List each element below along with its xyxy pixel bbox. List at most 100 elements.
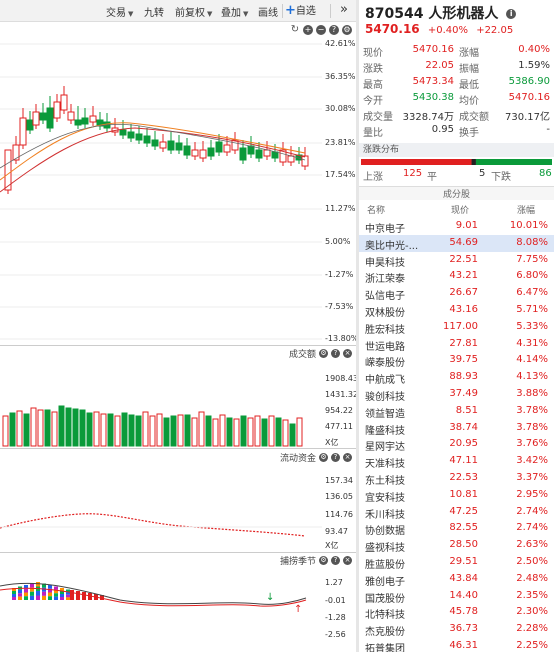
- component-row[interactable]: 隆盛科技 38.74 3.78%: [359, 420, 554, 437]
- close-icon[interactable]: ×: [343, 349, 352, 358]
- volume-bar: [289, 423, 296, 447]
- component-row[interactable]: 雅创电子 43.84 2.48%: [359, 571, 554, 588]
- component-row[interactable]: 中京电子 9.01 10.01%: [359, 218, 554, 235]
- plus-icon: +: [285, 3, 296, 18]
- component-row[interactable]: 杰克股份 36.73 2.28%: [359, 621, 554, 638]
- component-row[interactable]: 骏创科技 37.49 3.88%: [359, 386, 554, 403]
- quote-label: 换手: [459, 128, 479, 139]
- toolbar-trade-dropdown[interactable]: 交易 ▼: [106, 4, 133, 19]
- component-row[interactable]: 申昊科技 22.51 7.75%: [359, 252, 554, 269]
- component-row[interactable]: 北特科技 45.78 2.30%: [359, 604, 554, 621]
- col-change[interactable]: 涨幅: [517, 206, 536, 216]
- settings-icon[interactable]: ⚙: [342, 25, 352, 35]
- help-icon[interactable]: ?: [331, 349, 340, 358]
- axis-tick-label: 17.54%: [325, 170, 356, 179]
- component-row[interactable]: 弘信电子 26.67 6.47%: [359, 285, 554, 302]
- candle-body: [287, 155, 295, 163]
- component-price: 54.69: [449, 236, 478, 248]
- quote-label: 现价: [363, 48, 383, 59]
- volume-bar: [9, 412, 16, 447]
- component-price: 117.00: [443, 320, 478, 332]
- component-row[interactable]: 盛视科技 28.50 2.63%: [359, 537, 554, 554]
- component-row[interactable]: 协创数据 82.55 2.74%: [359, 520, 554, 537]
- axis-tick-label: 477.11: [325, 422, 353, 431]
- candle-body: [127, 131, 135, 139]
- col-name[interactable]: 名称: [367, 206, 386, 216]
- candle-body: [239, 147, 247, 161]
- component-row[interactable]: 嵘泰股份 39.75 4.14%: [359, 352, 554, 369]
- col-price[interactable]: 现价: [451, 206, 470, 216]
- axis-tick-label: -0.01: [325, 596, 346, 605]
- info-icon[interactable]: i: [506, 9, 517, 19]
- help-icon[interactable]: ?: [331, 453, 340, 462]
- candle-body: [67, 111, 75, 121]
- capture-bar: [66, 597, 70, 600]
- settings-icon[interactable]: ⚙: [319, 453, 328, 462]
- volume-bar: [149, 415, 156, 447]
- volume-bar: [65, 407, 72, 447]
- capture-bar: [24, 592, 28, 597]
- component-row[interactable]: 宜安科技 10.81 2.95%: [359, 487, 554, 504]
- quote-label: 涨幅: [459, 48, 479, 59]
- capture-bar: [88, 593, 92, 600]
- volume-bar: [135, 415, 142, 447]
- toolbar-overlay-dropdown[interactable]: 叠加 ▼: [221, 4, 248, 19]
- chart-area[interactable]: 交易 ▼ 九转 前复权 ▼ 叠加 ▼ 画线 +自选 » ↻ + − ? ⚙ 42.61…: [0, 0, 358, 652]
- panel-divider[interactable]: [0, 345, 356, 346]
- toolbar-adjust-dropdown[interactable]: 前复权 ▼: [175, 4, 212, 19]
- component-name: 双林股份: [365, 308, 405, 319]
- close-icon[interactable]: ×: [343, 453, 352, 462]
- candle-body: [26, 119, 34, 131]
- toolbar-jiuzhuan-button[interactable]: 九转: [144, 8, 164, 19]
- component-row[interactable]: 胜宏科技 117.00 5.33%: [359, 319, 554, 336]
- zoom-in-icon[interactable]: +: [303, 25, 313, 35]
- component-row[interactable]: 天准科技 47.11 3.42%: [359, 453, 554, 470]
- component-name: 弘信电子: [365, 291, 405, 303]
- capture-bar: [48, 592, 52, 597]
- panel-divider[interactable]: [0, 448, 356, 449]
- help-icon[interactable]: ?: [329, 25, 339, 35]
- volume-unit: X亿: [325, 438, 339, 447]
- component-row[interactable]: 国茂股份 14.40 2.35%: [359, 588, 554, 605]
- component-row[interactable]: 胜蓝股份 29.51 2.50%: [359, 554, 554, 571]
- component-row[interactable]: 浙江荣泰 43.21 6.80%: [359, 268, 554, 285]
- panel-divider[interactable]: [0, 552, 356, 553]
- component-row[interactable]: 奥比中光-... 54.69 8.08%: [359, 234, 554, 252]
- component-price: 10.81: [449, 488, 478, 500]
- refresh-icon[interactable]: ↻: [290, 24, 300, 35]
- add-watchlist-button[interactable]: +自选: [285, 2, 316, 18]
- quote-value: -: [546, 124, 550, 135]
- zoom-out-icon[interactable]: −: [316, 25, 326, 35]
- capture-bar: [54, 596, 58, 600]
- help-icon[interactable]: ?: [331, 556, 340, 565]
- component-row[interactable]: 拓普集团 46.31 2.25%: [359, 638, 554, 652]
- candle-body: [231, 139, 239, 151]
- toolbar-draw-button[interactable]: 画线: [258, 8, 278, 19]
- axis-tick-label: 36.35%: [325, 72, 356, 81]
- component-row[interactable]: 世运电路 27.81 4.31%: [359, 336, 554, 353]
- component-row[interactable]: 禾川科技 47.25 2.74%: [359, 504, 554, 521]
- component-row[interactable]: 领益智造 8.51 3.78%: [359, 403, 554, 420]
- component-row[interactable]: 双林股份 43.16 5.71%: [359, 302, 554, 319]
- component-name: 胜蓝股份: [365, 560, 405, 571]
- expand-panel-button[interactable]: »: [340, 2, 348, 17]
- component-name: 骏创科技: [365, 392, 405, 403]
- candle-body: [96, 119, 104, 127]
- component-price: 9.01: [455, 220, 478, 231]
- panel-splitter[interactable]: [356, 0, 359, 652]
- close-icon[interactable]: ×: [343, 556, 352, 565]
- component-row[interactable]: 中航成飞 88.93 4.13%: [359, 369, 554, 386]
- component-row[interactable]: 东土科技 22.53 3.37%: [359, 470, 554, 487]
- capture-bar: [30, 591, 34, 596]
- component-row[interactable]: 星网宇达 20.95 3.76%: [359, 436, 554, 453]
- volume-bar: [191, 417, 198, 447]
- quote-panel: 870544 人形机器人 i 5470.16 +0.40% +22.05 现价 5…: [359, 0, 554, 652]
- axis-tick-label: 157.34: [325, 476, 353, 485]
- capture-bar: [54, 586, 58, 590]
- volume-bar: [30, 407, 37, 447]
- settings-icon[interactable]: ⚙: [319, 349, 328, 358]
- volume-bar: [282, 419, 289, 447]
- quote-value: 730.17亿: [505, 112, 550, 123]
- component-change: 3.76%: [516, 438, 548, 450]
- settings-icon[interactable]: ⚙: [319, 556, 328, 565]
